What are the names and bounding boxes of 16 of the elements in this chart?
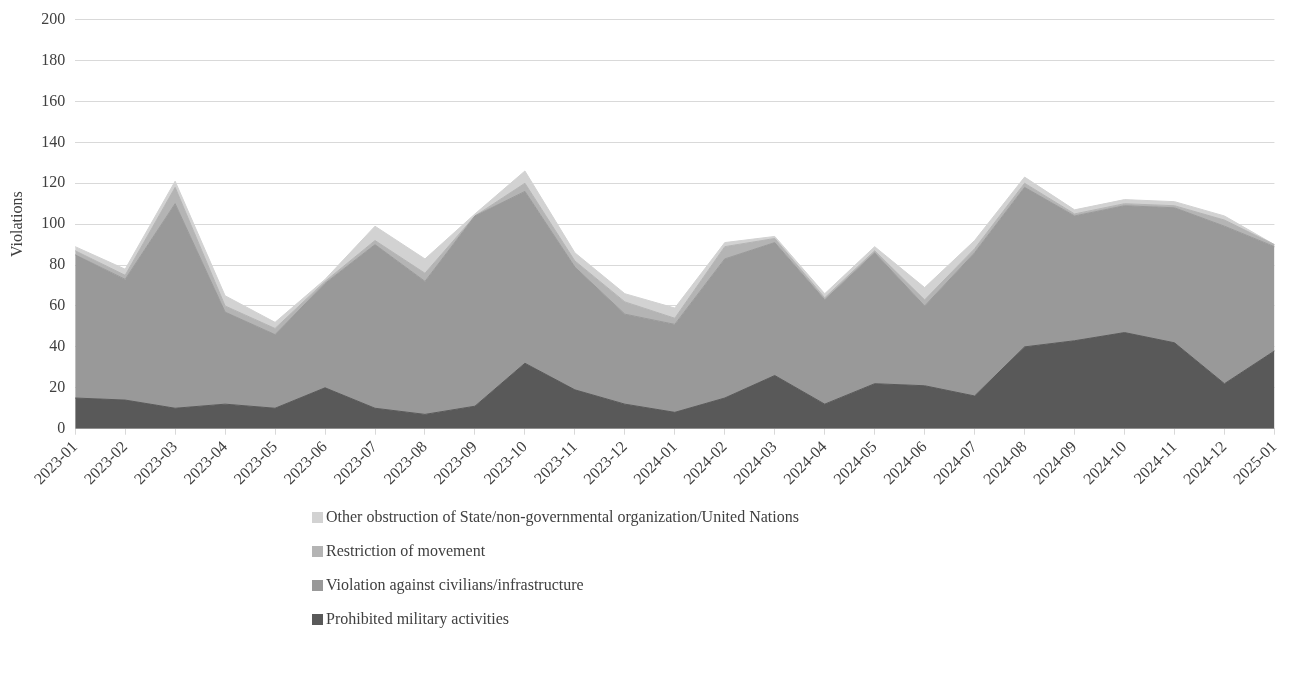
y-tick-label: 20 [49, 378, 66, 396]
y-axis-title: Violations [7, 191, 25, 258]
y-tick-label: 80 [49, 255, 66, 273]
legend-label: Restriction of movement [326, 542, 486, 560]
y-tick-label: 100 [41, 214, 66, 232]
y-tick-label: 140 [41, 132, 66, 150]
legend-label: Violation against civilians/infrastructure [326, 576, 584, 594]
y-tick-label: 60 [49, 296, 66, 314]
y-tick-label: 200 [41, 9, 66, 27]
y-tick-label: 0 [57, 418, 66, 436]
y-tick-label: 160 [41, 91, 66, 109]
legend-label: Prohibited military activities [326, 610, 510, 628]
y-tick-label: 120 [41, 173, 66, 191]
y-tick-label: 180 [41, 50, 66, 68]
y-tick-label: 40 [49, 337, 66, 355]
legend-label: Other obstruction of State/non-governmental organization/United Nations [326, 508, 799, 526]
